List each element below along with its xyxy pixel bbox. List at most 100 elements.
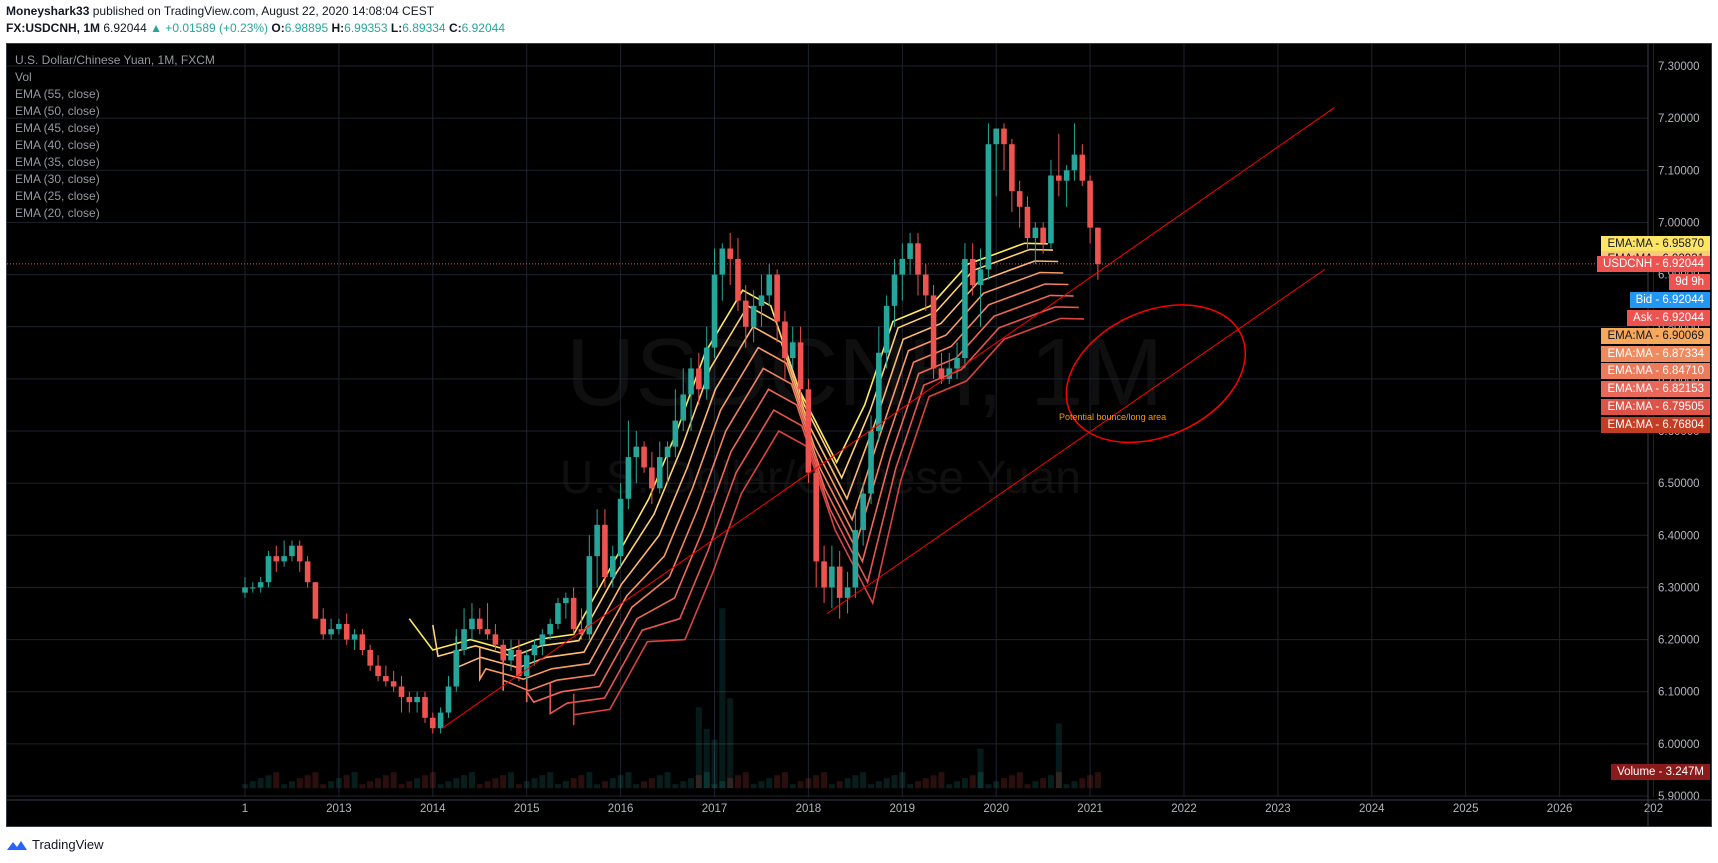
volume-bar [601, 781, 608, 789]
candle-body [242, 587, 248, 593]
candle-body [899, 258, 906, 275]
legend-item[interactable]: EMA (50, close) [15, 104, 100, 118]
volume-bar [609, 778, 616, 789]
price-tag-value: - 6.92044 [1652, 294, 1704, 307]
price-tag: EMA:MA - 6.95870 [1601, 235, 1710, 252]
volume-bar [273, 772, 280, 789]
low-value: 6.89334 [402, 21, 446, 35]
candle-body [758, 295, 765, 306]
volume-bar [296, 778, 303, 789]
candle-body [484, 629, 491, 635]
legend-item[interactable]: EMA (45, close) [15, 121, 100, 135]
y-tick-label: 6.00000 [1658, 739, 1700, 751]
price-tag-value: - 6.95870 [1652, 237, 1704, 250]
candle-body [547, 623, 553, 635]
volume-bar [562, 781, 569, 789]
candle-body [351, 634, 358, 640]
volume-bar [367, 781, 374, 789]
candle-body [1063, 170, 1070, 181]
volume-bar [977, 748, 984, 789]
candle-body [281, 556, 287, 562]
price-tag-value: - 6.92044 [1652, 311, 1704, 324]
y-tick-label: 7.00000 [1658, 217, 1700, 229]
volume-bar [508, 772, 515, 789]
candle-body [1056, 175, 1062, 181]
x-tick-label: 2025 [1453, 803, 1479, 815]
candle-body [1016, 191, 1023, 207]
candle-body [328, 629, 334, 635]
legend-item[interactable]: Vol [15, 70, 32, 84]
tradingview-logo[interactable]: TradingView [6, 837, 104, 852]
candle-body [664, 446, 671, 458]
volume-bar [781, 772, 788, 789]
volume-bar [821, 772, 828, 789]
y-tick-label: 6.40000 [1658, 530, 1700, 542]
volume-bar [1055, 723, 1062, 789]
volume-bar [774, 775, 781, 789]
author-name[interactable]: Moneyshark33 [6, 4, 90, 18]
volume-bar [578, 775, 585, 789]
volume-bar [938, 772, 945, 789]
price-tag: USDCNH - 6.92044 [1597, 255, 1710, 272]
ema-line [432, 248, 1054, 658]
candle-body [625, 457, 632, 499]
volume-bar [946, 784, 953, 789]
legend-item[interactable]: EMA (20, close) [15, 206, 100, 220]
bounce-area-ellipse [1065, 304, 1247, 444]
candle-body [1024, 206, 1031, 239]
price-tag-label: Ask [1633, 311, 1653, 324]
volume-bar [570, 778, 577, 789]
volume-bar [617, 775, 624, 789]
candle-body [563, 597, 569, 604]
legend-item[interactable]: EMA (30, close) [15, 172, 100, 186]
candle-body [641, 446, 647, 468]
legend-title[interactable]: U.S. Dollar/Chinese Yuan, 1M, FXCM [15, 53, 215, 67]
volume-bar [625, 772, 632, 789]
candle-body [954, 358, 960, 369]
candle-body [1079, 154, 1086, 181]
candle-body [891, 274, 898, 306]
volume-bar [476, 784, 483, 789]
legend-item[interactable]: EMA (40, close) [15, 138, 100, 152]
candle-body [1032, 227, 1039, 239]
volume-bar [727, 778, 734, 789]
volume-bar [742, 772, 749, 789]
symbol-ohlc-line: FX:USDCNH, 1M 6.92044 ▲ +0.01589 (+0.23%… [6, 21, 505, 35]
candle-body [461, 629, 467, 650]
legend-item[interactable]: EMA (35, close) [15, 155, 100, 169]
volume-bar [484, 781, 491, 789]
x-tick-label: 2015 [514, 803, 540, 815]
candle-body [539, 634, 546, 645]
volume-bar [813, 775, 820, 789]
price-tag-label: USDCNH [1603, 257, 1653, 270]
candle-body [617, 498, 624, 557]
legend-item[interactable]: EMA (55, close) [15, 87, 100, 101]
ema-line [502, 283, 1069, 692]
candle-body [735, 258, 741, 301]
volume-bar [492, 778, 499, 789]
volume-bar [335, 778, 342, 789]
candle-body [860, 493, 866, 531]
price-tag-label: Volume [1617, 765, 1656, 778]
price-tag: EMA:MA - 6.79505 [1601, 399, 1710, 416]
volume-bar [711, 784, 718, 789]
candle-body [594, 524, 600, 557]
price-tag-value: - 6.90069 [1652, 329, 1704, 342]
volume-bar [523, 781, 530, 789]
publish-header: Moneyshark33 published on TradingView.co… [0, 0, 1718, 40]
volume-bar [343, 775, 350, 789]
candle-body [633, 446, 640, 458]
legend-item[interactable]: EMA (25, close) [15, 189, 100, 203]
volume-bar [907, 784, 914, 789]
candle-body [876, 352, 882, 431]
volume-bar [265, 775, 272, 789]
price-tag-value: - 6.84710 [1652, 365, 1704, 378]
candle-body [359, 634, 366, 650]
volume-bar [1087, 775, 1094, 789]
close-label: C: [448, 21, 462, 35]
volume-bar [719, 781, 726, 789]
candle-body [719, 248, 726, 275]
last-price: 6.92044 [103, 21, 147, 35]
volume-bar [249, 781, 256, 789]
